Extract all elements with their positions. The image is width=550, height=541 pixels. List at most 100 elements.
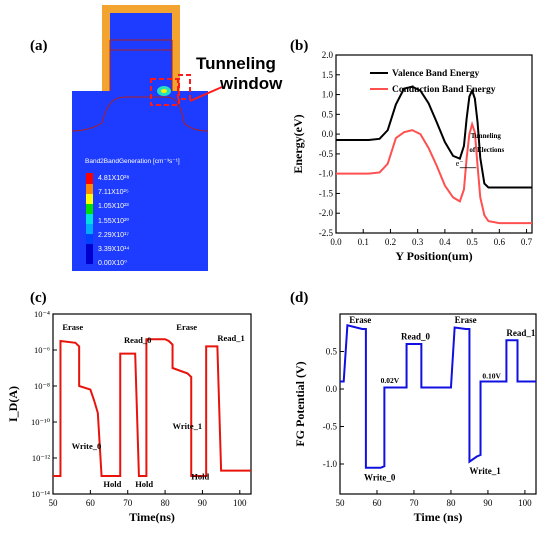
plot-frame bbox=[339, 313, 537, 495]
tunneling-window-annotation: Tunneling window bbox=[196, 54, 282, 94]
legend-value: 3.39X10¹⁴ bbox=[98, 246, 130, 254]
y-tick-label: 0.5 bbox=[326, 347, 338, 357]
y-tick-label: 1.5 bbox=[322, 70, 334, 80]
y-axis-label: I_D(A) bbox=[6, 386, 20, 422]
y-tick-label: 0.0 bbox=[322, 129, 334, 139]
x-tick-label: 80 bbox=[446, 498, 456, 508]
series-line bbox=[53, 338, 251, 477]
annotation-line2: window bbox=[220, 74, 283, 93]
chart-c-drain-current: 50 60 70 80 90 100 10⁻¹⁴ 10⁻¹² 10⁻¹⁰ 10⁻⁸ 10⁻⁶ 10⁻⁴… bbox=[6, 309, 252, 524]
legend-value: 0.00X10⁰ bbox=[98, 260, 127, 268]
y-tick-label: 0.0 bbox=[326, 384, 338, 394]
x-tick-label: 50 bbox=[336, 498, 346, 508]
legend-value: 2.29X10¹⁷ bbox=[98, 231, 129, 239]
tunneling-window-box bbox=[150, 78, 180, 106]
x-tick-label: 100 bbox=[233, 498, 247, 508]
x-axis-label: Time (ns) bbox=[414, 510, 463, 524]
legend-value: 4.81X10²⁸ bbox=[98, 175, 130, 182]
panel-a-label: (a) bbox=[30, 38, 48, 54]
series-line bbox=[336, 120, 532, 225]
y-tick-label: 10⁻¹⁰ bbox=[31, 417, 51, 427]
annotation-text: 0.02V bbox=[381, 376, 400, 385]
junction-contour bbox=[72, 96, 209, 132]
annotation-text: Erase bbox=[176, 322, 197, 332]
annotation-text: Write_0 bbox=[72, 441, 102, 451]
y-tick-label: -0.5 bbox=[319, 149, 334, 159]
annotation-text: Write_0 bbox=[364, 473, 396, 483]
x-tick-label: 0.0 bbox=[330, 237, 342, 247]
annotation-text: Erase bbox=[62, 322, 83, 332]
y-tick-label: -1.0 bbox=[323, 459, 338, 469]
x-tick-label: 50 bbox=[49, 498, 59, 508]
y-tick-label: 10⁻⁸ bbox=[34, 381, 50, 391]
annotation-text: Tunneling bbox=[471, 132, 502, 140]
y-tick-label: 10⁻¹² bbox=[32, 453, 51, 463]
annotation-text: of Elections bbox=[469, 146, 504, 154]
y-tick-label: -1.5 bbox=[319, 188, 334, 198]
chart-d-fg-potential: 50 60 70 80 90 100 -1.0 -0.5 0.0 0.5 Time (ns) FG P… bbox=[293, 313, 537, 524]
y-tick-label: -2.0 bbox=[319, 208, 334, 218]
plot-frame bbox=[335, 54, 533, 234]
x-tick-label: 0.6 bbox=[494, 237, 506, 247]
panel-a-device-figure bbox=[72, 5, 223, 271]
legend-entry: Valence Band Energy bbox=[392, 69, 480, 79]
x-tick-label: 0.4 bbox=[439, 237, 451, 247]
series-line bbox=[336, 85, 532, 189]
annotation-text: Read_1 bbox=[217, 333, 244, 343]
y-tick-label: 10⁻⁶ bbox=[34, 345, 50, 355]
panel-d-label: (d) bbox=[290, 290, 309, 306]
legend-value: 7.11X10²⁵ bbox=[98, 189, 129, 197]
generation-legend bbox=[86, 173, 93, 264]
annotation-text: Hold bbox=[191, 472, 209, 482]
y-tick-label: 10⁻¹⁴ bbox=[32, 489, 51, 499]
x-tick-label: 80 bbox=[161, 498, 171, 508]
y-tick-label: -1.0 bbox=[319, 169, 334, 179]
panel-c-label: (c) bbox=[30, 290, 47, 306]
x-axis-label: Time(ns) bbox=[129, 510, 175, 524]
x-tick-label: 90 bbox=[198, 498, 208, 508]
y-axis-label: Energy(eV) bbox=[291, 114, 305, 173]
x-tick-label: 60 bbox=[86, 498, 96, 508]
annotation-text: 0.10V bbox=[482, 372, 501, 381]
y-tick-label: 0.5 bbox=[322, 109, 334, 119]
device-substrate bbox=[72, 91, 208, 271]
y-tick-label: 1.0 bbox=[322, 90, 334, 100]
legend-value: 1.05X10²³ bbox=[98, 203, 129, 211]
y-tick-label: 10⁻⁴ bbox=[34, 309, 50, 319]
plot-frame bbox=[52, 313, 252, 495]
annotation-text: Hold bbox=[103, 479, 121, 489]
y-tick-label: 2.0 bbox=[322, 50, 334, 60]
annotation-text: Erase bbox=[455, 315, 477, 325]
x-tick-label: 0.7 bbox=[521, 237, 533, 247]
x-tick-label: 70 bbox=[409, 498, 419, 508]
legend-values: 4.81X10²⁸ 7.11X10²⁵ 1.05X10²³ 1.55X10²⁰ … bbox=[98, 172, 129, 271]
annotation-text: e⁻ bbox=[456, 159, 464, 168]
annotation-text: Hold bbox=[135, 479, 153, 489]
legend-value: 1.55X10²⁰ bbox=[98, 217, 130, 225]
x-tick-label: 0.2 bbox=[385, 237, 396, 247]
annotation-text: Write_1 bbox=[173, 421, 203, 431]
x-tick-label: 90 bbox=[483, 498, 493, 508]
x-tick-label: 0.1 bbox=[358, 237, 369, 247]
y-tick-label: -0.5 bbox=[323, 422, 338, 432]
x-tick-label: 100 bbox=[518, 498, 532, 508]
annotation-line1: Tunneling bbox=[196, 54, 276, 73]
x-tick-label: 0.5 bbox=[466, 237, 478, 247]
annotation-text: Write_1 bbox=[469, 466, 501, 476]
annotation-text: Read_0 bbox=[124, 335, 151, 345]
annotation-text: Read_1 bbox=[506, 328, 535, 338]
y-tick-label: -2.5 bbox=[319, 228, 334, 238]
panel-b-label: (b) bbox=[290, 38, 309, 54]
x-tick-label: 70 bbox=[123, 498, 133, 508]
x-tick-label: 0.3 bbox=[412, 237, 424, 247]
annotation-arrow bbox=[189, 86, 223, 102]
legend-title: Band2BandGeneration [cm⁻³s⁻¹] bbox=[85, 158, 180, 165]
annotation-text: Erase bbox=[349, 315, 371, 325]
x-axis-label: Y Position(um) bbox=[395, 249, 472, 263]
chart-b-band-diagram: 0.0 0.1 0.2 0.3 0.4 0.5 0.6 0.7 -2.5 -2.0 -1.5 -1.0… bbox=[291, 50, 533, 263]
x-tick-label: 60 bbox=[372, 498, 382, 508]
legend-entry: Conduction Band Energy bbox=[392, 85, 496, 95]
series-line bbox=[340, 323, 536, 469]
y-axis-label: FG Potential (V) bbox=[293, 361, 307, 446]
annotation-text: Read_0 bbox=[401, 332, 430, 342]
